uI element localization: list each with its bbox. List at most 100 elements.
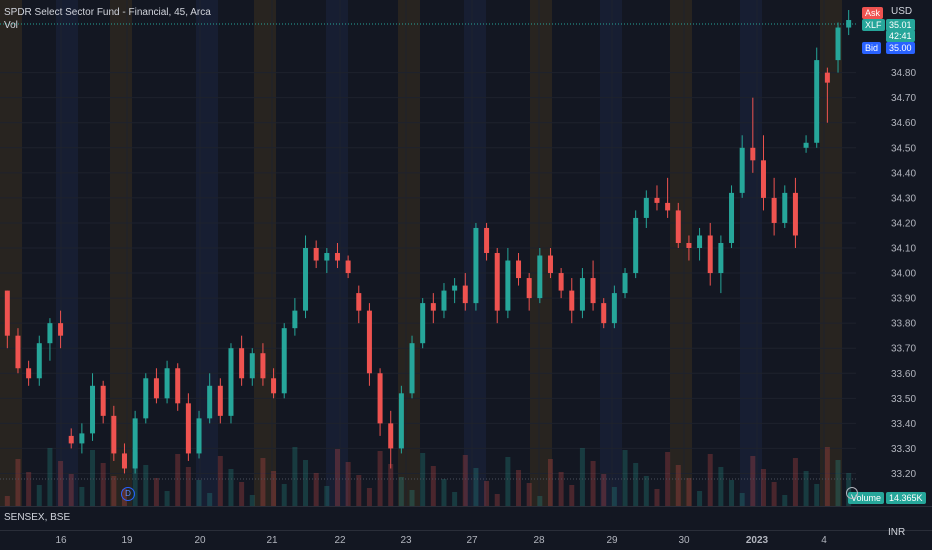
- volume-bar: [569, 485, 575, 506]
- candle-body: [132, 418, 138, 469]
- price-tick: 34.20: [891, 218, 916, 229]
- candle-body: [803, 142, 809, 148]
- volume-bar: [665, 452, 671, 506]
- session-band: [740, 0, 762, 506]
- lower-pane-symbol[interactable]: SENSEX, BSE: [4, 512, 71, 523]
- session-bands: [0, 0, 842, 506]
- volume-bar: [68, 474, 74, 506]
- price-tick: 34.50: [891, 143, 916, 154]
- ask-tag: Ask: [862, 7, 884, 19]
- session-band: [600, 0, 622, 506]
- volume-bar: [334, 449, 340, 506]
- candle-body: [271, 378, 277, 394]
- volume-bar: [143, 465, 149, 506]
- volume-bar: [494, 494, 500, 506]
- session-band: [670, 0, 692, 506]
- volume-bar: [271, 471, 277, 506]
- candle-body: [686, 242, 692, 248]
- candle-body: [526, 278, 532, 299]
- volume-bar: [228, 469, 234, 506]
- candle-body: [228, 348, 234, 416]
- candle-body: [377, 373, 383, 424]
- volume-bar: [324, 486, 330, 506]
- candle-body: [835, 27, 841, 61]
- volume-bar: [111, 476, 117, 506]
- candle-body: [36, 343, 42, 379]
- candle-body: [537, 255, 543, 299]
- price-tick: 33.70: [891, 344, 916, 355]
- volume-bar: [420, 453, 426, 506]
- volume-bar: [58, 461, 64, 506]
- session-band: [0, 0, 22, 506]
- price-tick: 34.00: [891, 269, 916, 280]
- candle-body: [15, 335, 21, 369]
- price-tick: 33.40: [891, 419, 916, 430]
- price-tick: 34.30: [891, 193, 916, 204]
- candle-body: [292, 310, 298, 329]
- candle-body: [814, 60, 820, 143]
- candle-body: [388, 423, 394, 449]
- volume-bar: [622, 450, 628, 506]
- session-band: [196, 0, 218, 506]
- volume-bar: [590, 461, 596, 506]
- volume-bar: [729, 480, 735, 506]
- candle-body: [516, 260, 522, 279]
- time-tick: 19: [121, 535, 133, 546]
- candle-body: [462, 285, 468, 304]
- candle-body: [505, 260, 511, 311]
- volume-bar: [313, 473, 319, 506]
- time-tick: 23: [400, 535, 412, 546]
- volume-bar: [164, 491, 170, 506]
- volume-bar: [547, 459, 553, 506]
- price-tick: 34.10: [891, 244, 916, 255]
- candle-body: [590, 278, 596, 304]
- scroll-to-realtime-icon[interactable]: [846, 487, 858, 499]
- candle-body: [100, 385, 106, 416]
- pane-divider[interactable]: [0, 506, 932, 507]
- candle-body: [484, 227, 490, 254]
- candle-body: [452, 285, 458, 291]
- candle-body: [334, 253, 340, 261]
- candle-body: [409, 343, 415, 394]
- volume-bar: [345, 462, 351, 506]
- candle-body: [441, 290, 447, 311]
- volume-bar: [707, 454, 713, 506]
- volume-bar: [398, 477, 404, 506]
- volume-bar: [452, 492, 458, 506]
- session-band: [530, 0, 552, 506]
- volume-bar: [26, 472, 32, 506]
- volume-bar: [441, 479, 447, 506]
- volume-bar: [36, 485, 42, 506]
- candle-body: [771, 197, 777, 223]
- bid-price-tag: 35.00: [886, 42, 915, 54]
- candle-body: [196, 418, 202, 454]
- candle-body: [547, 255, 553, 274]
- volume-bar: [366, 488, 372, 506]
- volume-bar: [409, 490, 415, 506]
- price-tick: 33.50: [891, 394, 916, 405]
- candle-body: [782, 192, 788, 223]
- session-band: [820, 0, 842, 506]
- candle-body: [313, 248, 319, 261]
- volume-bar: [207, 493, 213, 506]
- grid-lines: [0, 0, 856, 506]
- candle-body: [675, 210, 681, 243]
- candle-body: [356, 293, 362, 311]
- symbol-title[interactable]: SPDR Select Sector Fund - Financial, 45,…: [4, 7, 211, 18]
- candle-body: [111, 415, 117, 454]
- volume-bar: [217, 456, 223, 506]
- candle-body: [90, 385, 96, 434]
- price-tick: 33.90: [891, 294, 916, 305]
- candle-body: [68, 435, 74, 444]
- volume-bar: [824, 447, 830, 506]
- time-tick: 29: [606, 535, 618, 546]
- candle-body: [420, 303, 426, 344]
- candle-body: [207, 385, 213, 419]
- time-axis: 16 19 20 21 22 23 27 28 29 30 2023 4: [55, 535, 827, 546]
- price-tick: 33.20: [891, 469, 916, 480]
- candle-body: [633, 217, 639, 274]
- dividend-marker[interactable]: D: [121, 487, 135, 501]
- volume-legend[interactable]: Vol: [4, 20, 18, 31]
- volume-bar: [771, 482, 777, 506]
